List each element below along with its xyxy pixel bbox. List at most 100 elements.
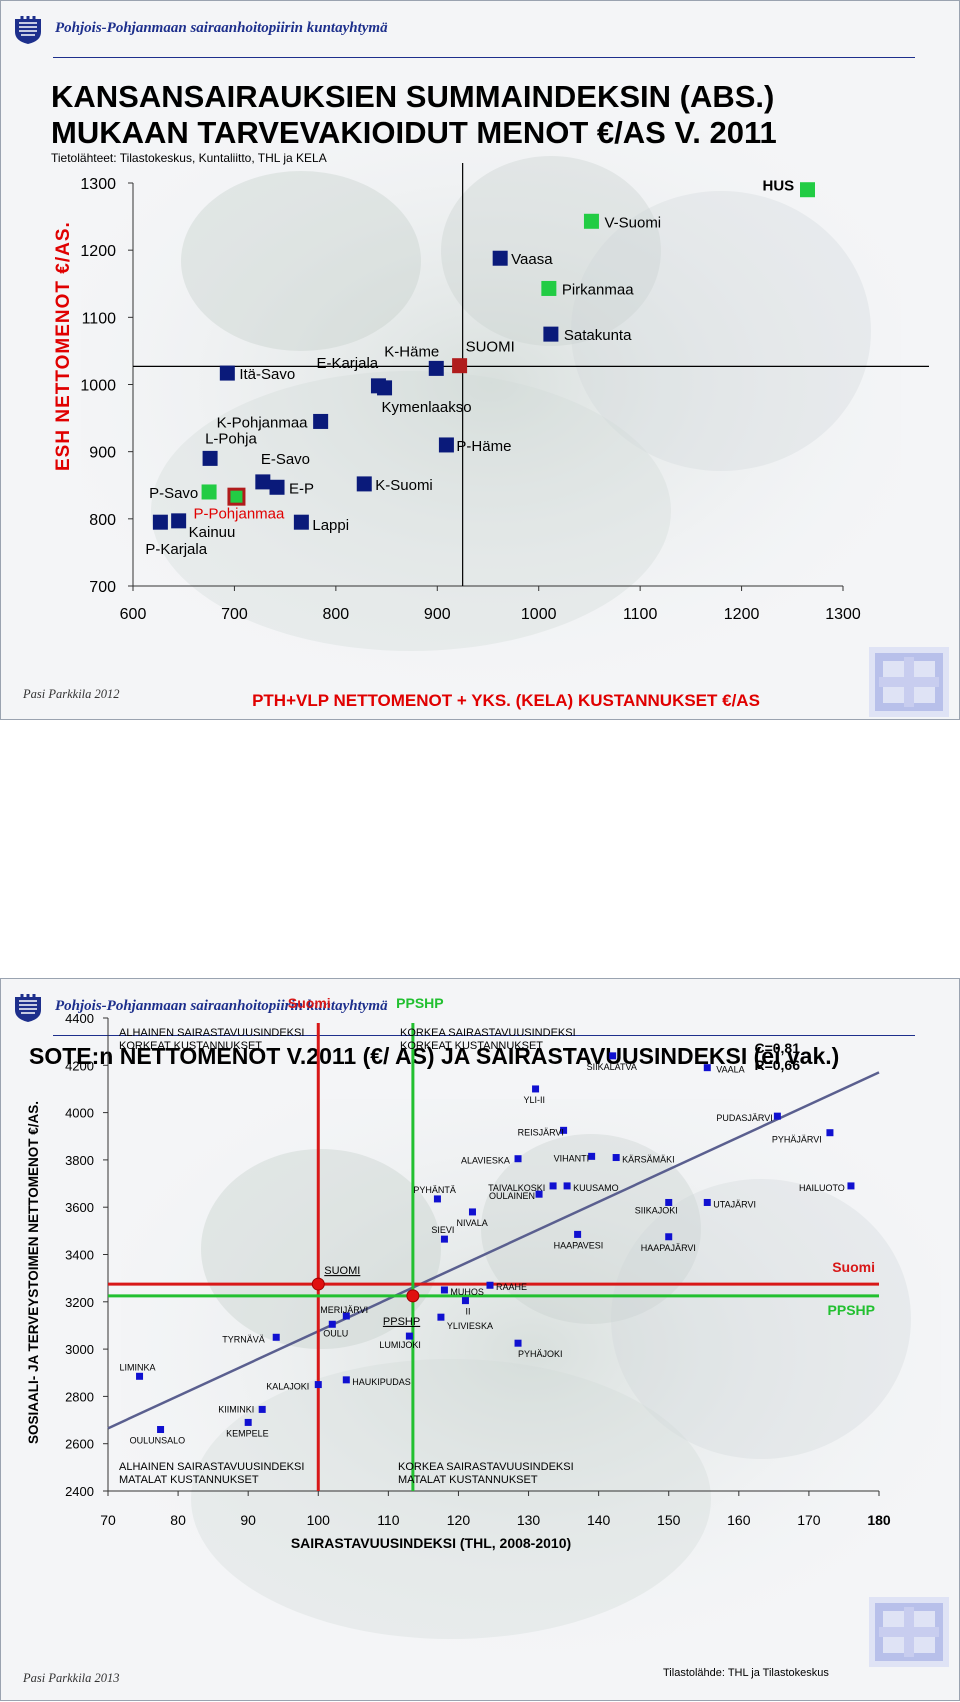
y-tick-label: 4000	[65, 1106, 94, 1121]
quadrant-label-top-left: ALHAINEN SAIRASTAVUUSINDEKSI KORKEAT KUST…	[119, 1027, 304, 1052]
point-label-haapavesi: HAAPAVESI	[554, 1240, 604, 1250]
point-siikalatva	[609, 1052, 617, 1060]
point-label-p-häme: P-Häme	[456, 438, 511, 455]
point-label-alavieska: ALAVIESKA	[461, 1156, 510, 1166]
point-kärsämäki	[612, 1154, 620, 1162]
point-label-kainuu: Kainuu	[189, 524, 236, 541]
y-tick-label: 1300	[80, 176, 116, 193]
point-kiiminki	[258, 1405, 266, 1413]
y-axis-title: SOSIAALI- JA TERVEYSTOIMEN NETTOMENOT €/…	[26, 1101, 41, 1444]
x-tick-label: 170	[797, 1512, 821, 1528]
y-tick-label: 2800	[65, 1389, 94, 1404]
x-tick-label: 800	[323, 606, 350, 623]
x-tick-label: 80	[170, 1512, 186, 1528]
point-label-haukipudas: HAUKIPUDAS	[352, 1377, 411, 1387]
slide-2: Pohjois-Pohjanmaan sairaanhoitopiirin ku…	[0, 978, 960, 1701]
quadrant-label-bottom-left: ALHAINEN SAIRASTAVUUSINDEKSI MATALAT KUST…	[119, 1461, 304, 1486]
point-p-pohjanmaa	[227, 487, 246, 506]
point-label-lappi: Lappi	[312, 517, 349, 534]
point-oulunsalo	[157, 1426, 165, 1434]
point-muhos	[440, 1286, 448, 1294]
point-taivalkoski	[549, 1182, 557, 1190]
point-label-siikajoki: SIIKAJOKI	[635, 1205, 678, 1215]
y-tick-label: 1100	[82, 310, 117, 327]
point-k-suomi	[356, 476, 372, 492]
x-tick-label: 180	[867, 1512, 891, 1528]
point-label-vihanti: VIHANTI	[554, 1153, 590, 1163]
point-hailuoto	[847, 1182, 855, 1190]
y-tick-label: 3200	[65, 1295, 94, 1310]
x-tick-label: 150	[657, 1512, 681, 1528]
point-oulu	[328, 1320, 336, 1328]
y-tick-label: 2600	[65, 1437, 94, 1452]
background-surgery-photo	[81, 131, 901, 691]
x-axis-title: PTH+VLP NETTOMENOT + YKS. (KELA) KUSTANN…	[252, 691, 760, 710]
point-label-satakunta: Satakunta	[564, 327, 632, 344]
point-label-hus: HUS	[763, 178, 795, 195]
ref-label-ppshp-right: PPSHP	[828, 1302, 875, 1318]
point-label-tyrnävä: TYRNÄVÄ	[222, 1334, 265, 1344]
point-label-ii: II	[465, 1307, 470, 1317]
point-oulainen	[535, 1190, 543, 1198]
source-note: Tietolähteet: Tilastokeskus, Kuntaliitto…	[51, 151, 327, 165]
header-divider	[53, 1035, 915, 1036]
point-label-nivala: NIVALA	[456, 1218, 487, 1228]
header-divider	[53, 57, 915, 58]
point-label-pyhäjärvi: PYHÄJÄRVI	[772, 1135, 822, 1145]
point-label-kiiminki: KIIMINKI	[218, 1404, 254, 1414]
point-haukipudas	[342, 1376, 350, 1384]
chart-2-scatter: 2400 2600 2800 3000 3200 3400 3600 3800 4000 4200…	[26, 995, 891, 1551]
x-tick-label: 1000	[521, 606, 557, 623]
y-tick-label: 3600	[65, 1200, 94, 1215]
point-v-suomi	[583, 213, 599, 229]
point-label-pyhäntä: PYHÄNTÄ	[413, 1185, 456, 1195]
point-label-e-p: E-P	[289, 480, 314, 497]
point-k-pohjanmaa	[313, 413, 329, 429]
slide-1-title: KANSANSAIRAUKSIEN SUMMAINDEKSIN (ABS.) M…	[51, 79, 911, 151]
point-label-v-suomi: V-Suomi	[604, 214, 661, 231]
point-label-liminka: LIMINKA	[120, 1362, 156, 1372]
y-tick-label: 2400	[65, 1484, 94, 1499]
point-label-sievi: SIEVI	[431, 1225, 454, 1235]
point-label-vaala: VAALA	[716, 1065, 744, 1075]
point-label-vaasa: Vaasa	[511, 251, 553, 268]
point-raahe	[486, 1281, 494, 1289]
point-label-raahe: RAAHE	[496, 1282, 527, 1292]
point-ii	[461, 1297, 469, 1305]
x-tick-label: 100	[307, 1512, 331, 1528]
quadrant-label-top-right: KORKEA SAIRASTAVUUSINDEKSI KORKEAT KUSTAN…	[400, 1027, 576, 1052]
point-suomi	[452, 358, 468, 374]
point-haapajärvi	[665, 1233, 673, 1241]
ref-point-label-suomi: SUOMI	[324, 1265, 360, 1277]
point-label-pyhäjoki: PYHÄJOKI	[518, 1349, 563, 1359]
point-label-pudasjärvi: PUDASJÄRVI	[716, 1113, 772, 1123]
point-l-pohja	[202, 450, 218, 466]
x-tick-label: 160	[727, 1512, 751, 1528]
point-label-e-savo: E-Savo	[261, 451, 310, 468]
point-label-muhos: MUHOS	[450, 1287, 484, 1297]
point-label-haapajärvi: HAAPAJÄRVI	[641, 1243, 696, 1253]
point-itä-savo	[219, 365, 235, 381]
point-label-p-pohjanmaa: P-Pohjanmaa	[193, 506, 285, 523]
y-axis-title: ESH NETTOMENOT €/AS.	[53, 221, 74, 471]
org-logo-icon	[15, 994, 41, 1022]
x-tick-label: 1100	[623, 606, 658, 623]
y-tick-label: 700	[89, 579, 116, 596]
point-label-k-häme: K-Häme	[384, 343, 439, 360]
point-label-ylivieska: YLIVIESKA	[447, 1321, 493, 1331]
point-k-häme	[428, 360, 444, 376]
point-kempele	[244, 1418, 252, 1426]
point-hus	[800, 182, 815, 198]
y-tick-label: 1200	[80, 243, 116, 260]
x-tick-label: 130	[517, 1512, 541, 1528]
correlation-stats: C=0,81 R=0,66	[754, 1040, 800, 1073]
point-label-p-karjala: P-Karjala	[145, 541, 207, 558]
point-label-reisjärvi: REISJÄRVI	[518, 1127, 564, 1137]
x-tick-label: 1300	[825, 606, 861, 623]
y-tick-label: 4200	[65, 1058, 94, 1073]
y-tick-label: 1000	[80, 378, 116, 395]
x-tick-label: 700	[221, 606, 248, 623]
author-credit: Pasi Parkkila 2013	[23, 1671, 120, 1685]
y-tick-label: 3400	[65, 1248, 94, 1263]
point-pyhäjärvi	[826, 1129, 834, 1137]
